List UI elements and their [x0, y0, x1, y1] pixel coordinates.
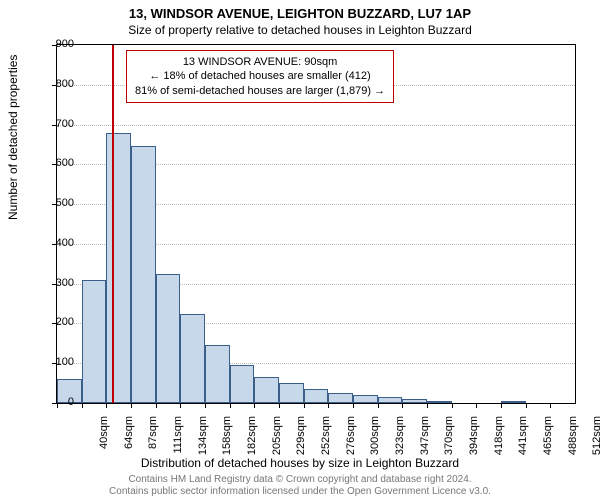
x-tick-mark [427, 403, 428, 408]
x-tick-label: 441sqm [517, 416, 529, 466]
y-tick-label: 800 [34, 78, 74, 90]
callout-line: 81% of semi-detached houses are larger (… [135, 84, 385, 98]
footer-attribution: Contains HM Land Registry data © Crown c… [0, 474, 600, 498]
x-tick-mark [378, 403, 379, 408]
x-tick-mark [205, 403, 206, 408]
histogram-bar [230, 365, 255, 403]
y-tick-label: 100 [34, 356, 74, 368]
footer-line-2: Contains public sector information licen… [0, 486, 600, 498]
chart-subtitle: Size of property relative to detached ho… [0, 23, 600, 37]
x-tick-mark [156, 403, 157, 408]
x-tick-mark [452, 403, 453, 408]
histogram-bar [304, 389, 329, 403]
histogram-bar [156, 274, 181, 403]
x-tick-mark [501, 403, 502, 408]
histogram-bar [205, 345, 230, 403]
chart-container: 13, WINDSOR AVENUE, LEIGHTON BUZZARD, LU… [0, 0, 600, 500]
x-tick-label: 182sqm [246, 416, 258, 466]
x-tick-label: 276sqm [345, 416, 357, 466]
x-tick-label: 418sqm [493, 416, 505, 466]
x-tick-mark [230, 403, 231, 408]
y-tick-label: 200 [34, 316, 74, 328]
histogram-bar [378, 397, 403, 403]
x-tick-mark [526, 403, 527, 408]
x-tick-label: 205sqm [271, 416, 283, 466]
x-tick-label: 252sqm [320, 416, 332, 466]
x-tick-mark [353, 403, 354, 408]
x-tick-mark [402, 403, 403, 408]
callout-line: 13 WINDSOR AVENUE: 90sqm [135, 55, 385, 69]
x-tick-label: 323sqm [394, 416, 406, 466]
x-tick-label: 394sqm [468, 416, 480, 466]
x-tick-label: 300sqm [369, 416, 381, 466]
x-tick-label: 64sqm [123, 416, 135, 466]
x-tick-label: 134sqm [197, 416, 209, 466]
y-tick-label: 900 [34, 38, 74, 50]
x-tick-label: 87sqm [147, 416, 159, 466]
titles-block: 13, WINDSOR AVENUE, LEIGHTON BUZZARD, LU… [0, 0, 600, 37]
histogram-bar [427, 401, 452, 403]
x-tick-label: 488sqm [567, 416, 579, 466]
x-tick-label: 512sqm [591, 416, 600, 466]
x-tick-label: 370sqm [443, 416, 455, 466]
histogram-bar [254, 377, 279, 403]
callout-box: 13 WINDSOR AVENUE: 90sqm← 18% of detache… [126, 50, 394, 103]
footer-line-1: Contains HM Land Registry data © Crown c… [0, 474, 600, 486]
x-tick-mark [106, 403, 107, 408]
x-tick-mark [254, 403, 255, 408]
subject-marker-line [112, 45, 114, 403]
x-tick-label: 465sqm [542, 416, 554, 466]
x-tick-mark [131, 403, 132, 408]
callout-line: ← 18% of detached houses are smaller (41… [135, 69, 385, 83]
x-tick-mark [550, 403, 551, 408]
y-tick-label: 700 [34, 118, 74, 130]
histogram-bar [353, 395, 378, 403]
chart-title: 13, WINDSOR AVENUE, LEIGHTON BUZZARD, LU… [0, 6, 600, 21]
x-tick-label: 158sqm [221, 416, 233, 466]
x-tick-mark [304, 403, 305, 408]
x-tick-label: 111sqm [172, 416, 184, 466]
histogram-bar [279, 383, 304, 403]
chart-area: 13 WINDSOR AVENUE: 90sqm← 18% of detache… [56, 44, 576, 404]
y-tick-label: 600 [34, 157, 74, 169]
histogram-bar [501, 401, 526, 403]
x-tick-mark [82, 403, 83, 408]
histogram-bar [82, 280, 107, 403]
y-tick-label: 400 [34, 237, 74, 249]
y-tick-label: 500 [34, 197, 74, 209]
gridline [57, 125, 575, 126]
histogram-bar [402, 399, 427, 403]
x-tick-label: 40sqm [98, 416, 110, 466]
x-tick-label: 347sqm [419, 416, 431, 466]
y-tick-label: 300 [34, 277, 74, 289]
x-tick-mark [279, 403, 280, 408]
x-tick-mark [476, 403, 477, 408]
histogram-bar [131, 146, 156, 403]
y-axis-label: Number of detached properties [6, 55, 20, 220]
y-tick-label: 0 [34, 396, 74, 408]
x-tick-label: 229sqm [295, 416, 307, 466]
histogram-bar [180, 314, 205, 404]
histogram-bar [106, 133, 131, 403]
histogram-bar [328, 393, 353, 403]
x-tick-mark [180, 403, 181, 408]
x-tick-mark [328, 403, 329, 408]
